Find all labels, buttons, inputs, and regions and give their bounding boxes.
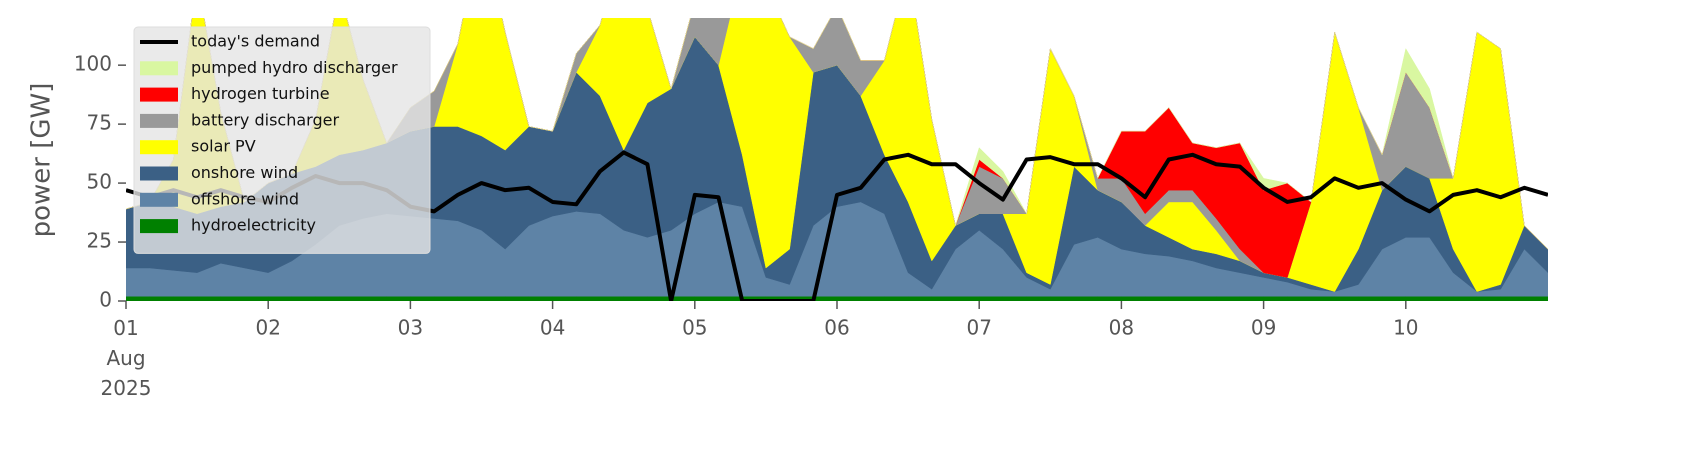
- x-tick-label: 08: [1109, 316, 1134, 340]
- y-tick-label: 50: [87, 170, 112, 194]
- legend-box: [133, 26, 431, 254]
- y-axis-label: power [GW]: [27, 83, 57, 238]
- axes: 0 25 50 75 100 01 Aug 2025 02 03 04 05 06 07 08 09 10: [74, 52, 1419, 400]
- y-tick-label: 75: [87, 111, 112, 135]
- legend: today's demand pumped hydro discharger hyd…: [133, 26, 431, 254]
- y-tick-label: 100: [74, 52, 112, 76]
- x-tick-label: 03: [398, 316, 423, 340]
- x-tick-label: 05: [682, 316, 707, 340]
- legend-swatch: [140, 61, 178, 76]
- legend-label: offshore wind: [191, 189, 299, 208]
- legend-swatch: [140, 166, 178, 181]
- x-tick-label: 04: [540, 316, 565, 340]
- x-tick-label: 10: [1393, 316, 1418, 340]
- legend-label: today's demand: [191, 32, 320, 51]
- legend-label: battery discharger: [191, 110, 339, 129]
- x-tick-label: 06: [824, 316, 849, 340]
- legend-swatch: [140, 87, 178, 102]
- legend-swatch: [140, 140, 178, 155]
- y-tick-label: 25: [87, 229, 112, 253]
- legend-swatch: [140, 192, 178, 207]
- legend-label: pumped hydro discharger: [191, 58, 398, 77]
- x-tick-label: 02: [255, 316, 280, 340]
- legend-swatch: [140, 113, 178, 128]
- legend-label: hydroelectricity: [191, 216, 316, 235]
- legend-label: hydrogen turbine: [191, 84, 330, 103]
- x-tick-label: 09: [1251, 316, 1276, 340]
- area: [126, 296, 1548, 301]
- area: [126, 18, 1548, 250]
- x-tick-label: 01 Aug 2025: [101, 316, 152, 400]
- legend-label: solar PV: [191, 137, 256, 156]
- x-tick-label: 07: [966, 316, 991, 340]
- legend-swatch: [140, 219, 178, 234]
- legend-label: onshore wind: [191, 163, 298, 182]
- y-tick-label: 0: [99, 288, 112, 312]
